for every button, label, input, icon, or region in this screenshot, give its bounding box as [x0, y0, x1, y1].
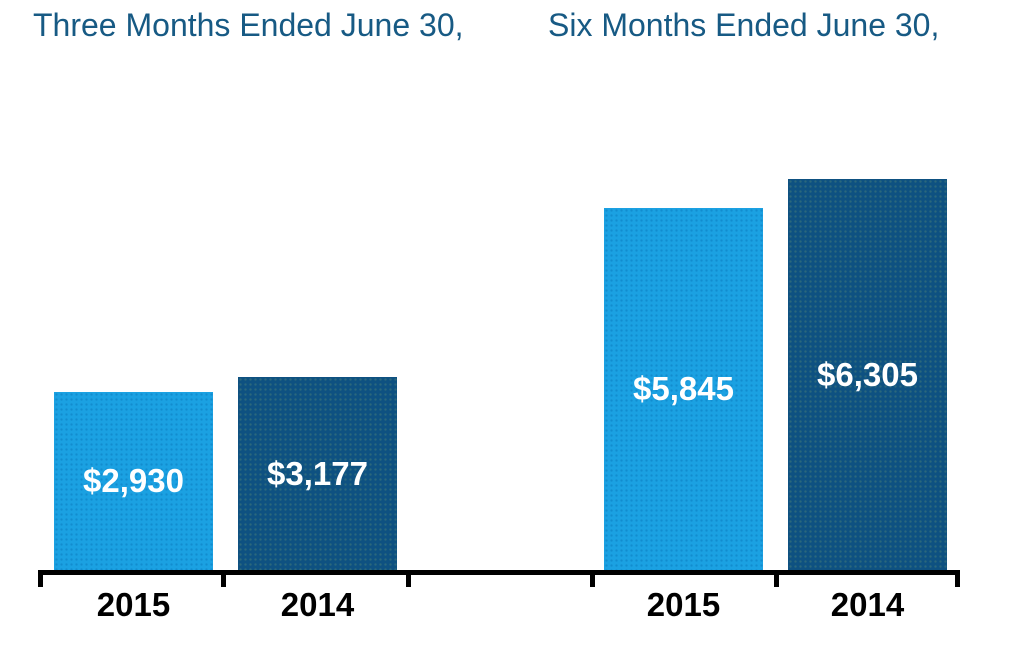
- bar-value-label: $6,305: [817, 355, 918, 393]
- x-axis-label-three-months-2015: 2015: [96, 586, 171, 623]
- bar-three-months-2015: $2,930: [54, 392, 213, 570]
- x-axis-tick: [221, 570, 226, 587]
- bar-six-months-2014: $6,305: [788, 179, 947, 570]
- bar-value-label: $2,930: [83, 462, 184, 499]
- x-axis-tick: [406, 570, 411, 587]
- group-title-six-months: Six Months Ended June 30,: [548, 7, 940, 43]
- bar-value-label: $3,177: [267, 454, 368, 492]
- bar-six-months-2015: $5,845: [604, 208, 763, 570]
- bar-three-months-2014: $3,177: [238, 377, 397, 570]
- x-axis-line: [38, 570, 960, 575]
- x-axis-label-six-months-2015: 2015: [646, 586, 721, 623]
- x-axis-tick: [774, 570, 779, 587]
- group-title-three-months: Three Months Ended June 30,: [33, 7, 464, 43]
- bar-value-label: $5,845: [633, 370, 734, 407]
- x-axis-label-six-months-2014: 2014: [830, 586, 905, 623]
- x-axis-tick: [590, 570, 595, 587]
- x-axis-label-three-months-2014: 2014: [280, 586, 355, 623]
- x-axis-tick: [955, 570, 960, 587]
- x-axis-tick: [38, 570, 43, 587]
